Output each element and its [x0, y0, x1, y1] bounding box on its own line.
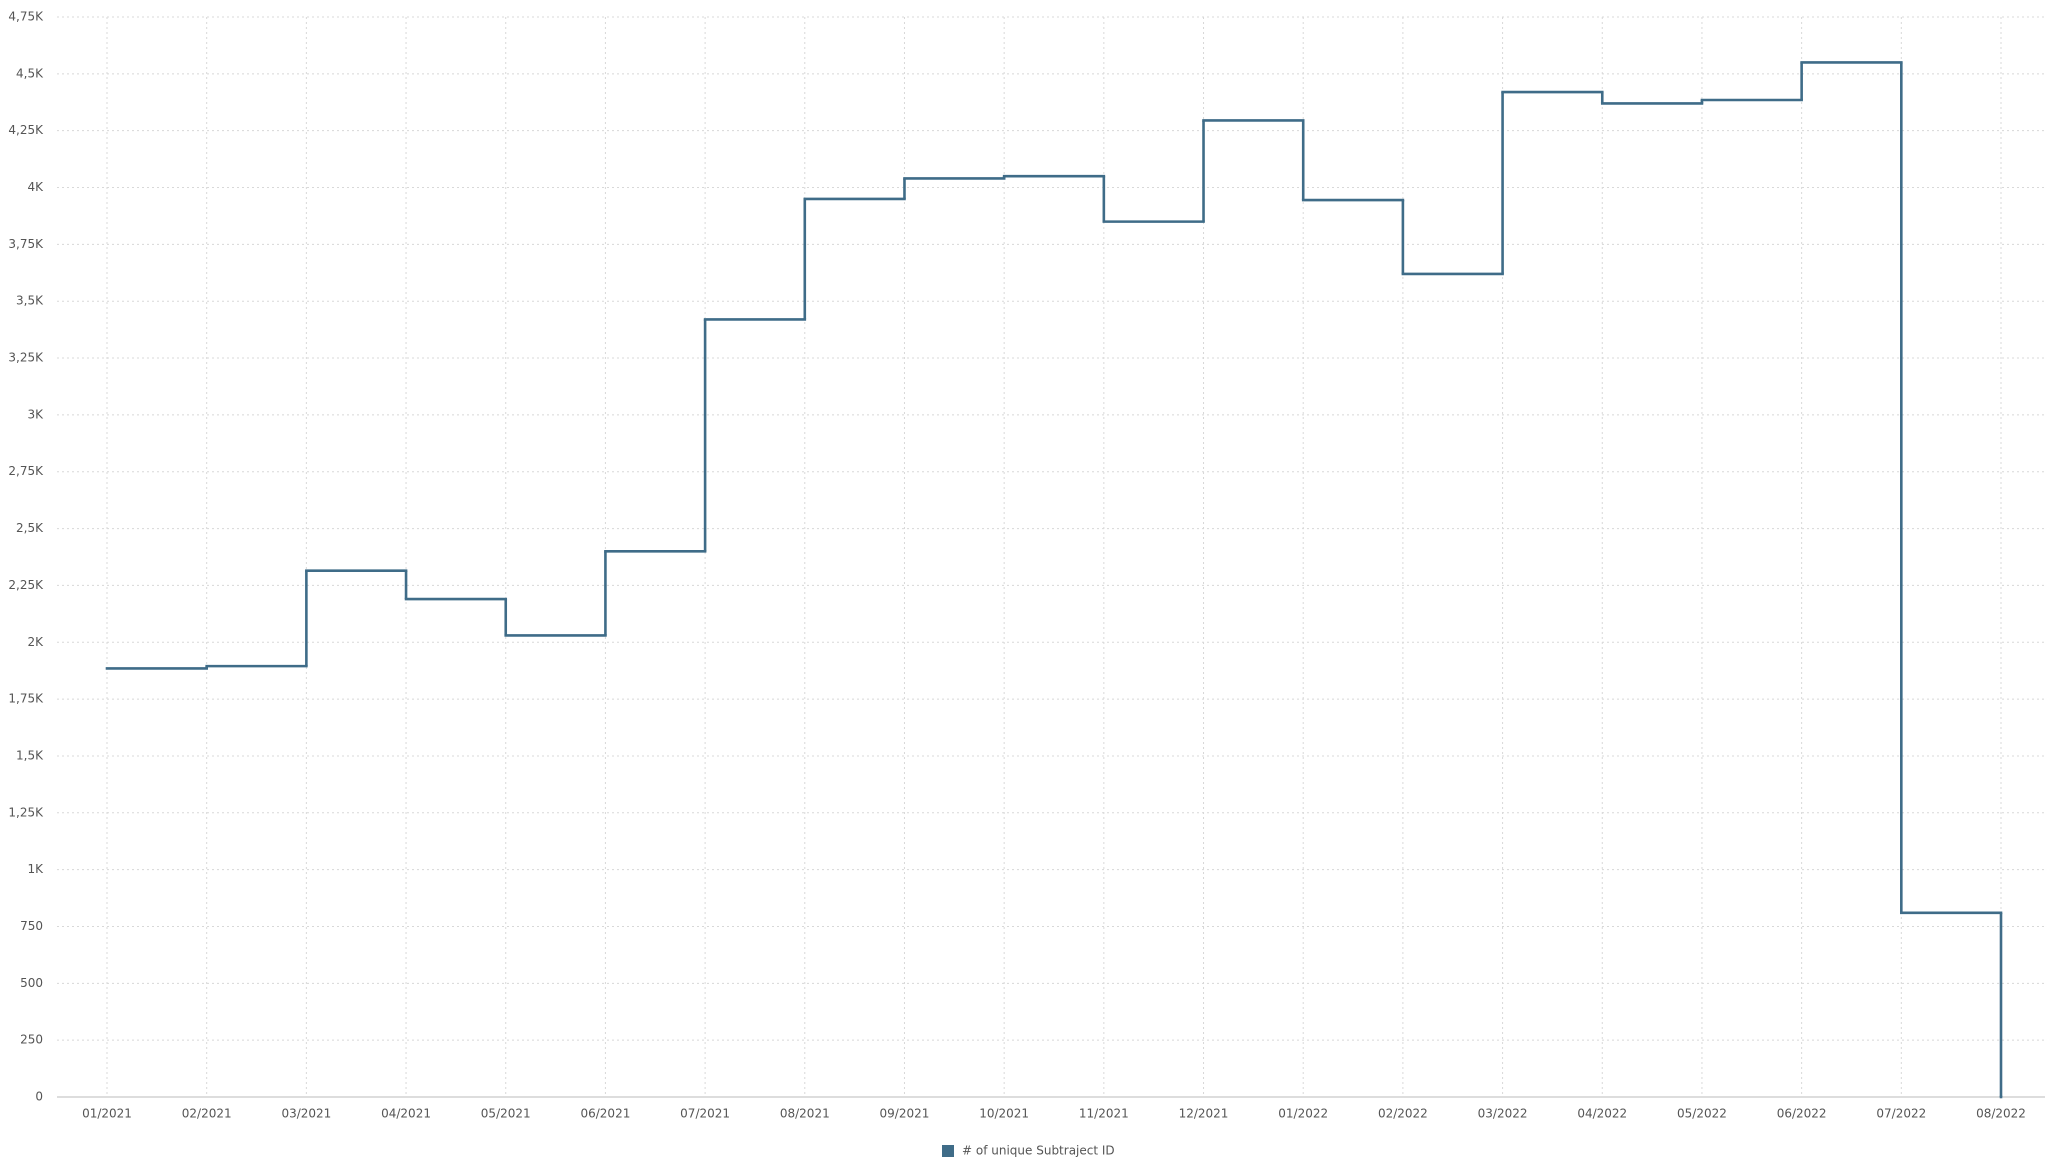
x-tick-label: 10/2021 [979, 1107, 1029, 1121]
y-tick-label: 2K [27, 635, 44, 649]
legend-label: # of unique Subtraject ID [962, 1144, 1115, 1158]
x-tick-label: 03/2021 [281, 1107, 331, 1121]
legend-swatch [942, 1145, 954, 1157]
x-tick-label: 06/2022 [1777, 1107, 1827, 1121]
y-tick-label: 1,5K [16, 748, 44, 762]
x-tick-label: 01/2022 [1278, 1107, 1328, 1121]
x-tick-label: 08/2021 [780, 1107, 830, 1121]
x-tick-label: 09/2021 [880, 1107, 930, 1121]
x-tick-label: 11/2021 [1079, 1107, 1129, 1121]
y-tick-label: 3,75K [8, 237, 44, 251]
y-tick-label: 4,5K [16, 66, 44, 80]
y-tick-label: 4,75K [8, 10, 44, 24]
y-tick-label: 3K [27, 407, 44, 421]
x-tick-label: 06/2021 [580, 1107, 630, 1121]
y-tick-label: 250 [20, 1033, 43, 1047]
x-tick-label: 04/2021 [381, 1107, 431, 1121]
y-tick-label: 750 [20, 919, 43, 933]
y-tick-label: 4K [27, 180, 44, 194]
x-tick-label: 07/2021 [680, 1107, 730, 1121]
x-tick-label: 01/2021 [82, 1107, 132, 1121]
y-tick-label: 3,25K [8, 351, 44, 365]
y-tick-label: 4,25K [8, 123, 44, 137]
y-tick-label: 1K [27, 862, 44, 876]
y-tick-label: 3,5K [16, 294, 44, 308]
x-tick-label: 12/2021 [1179, 1107, 1229, 1121]
y-tick-label: 1,25K [8, 805, 44, 819]
x-tick-label: 05/2021 [481, 1107, 531, 1121]
y-tick-label: 2,25K [8, 578, 44, 592]
x-tick-label: 05/2022 [1677, 1107, 1727, 1121]
y-tick-label: 1,75K [8, 692, 44, 706]
x-tick-label: 02/2021 [182, 1107, 232, 1121]
x-tick-label: 03/2022 [1478, 1107, 1528, 1121]
x-tick-label: 08/2022 [1976, 1107, 2026, 1121]
y-tick-label: 0 [35, 1090, 43, 1104]
x-tick-label: 04/2022 [1577, 1107, 1627, 1121]
x-tick-label: 02/2022 [1378, 1107, 1428, 1121]
x-tick-label: 07/2022 [1876, 1107, 1926, 1121]
y-tick-label: 500 [20, 976, 43, 990]
y-tick-label: 2,75K [8, 464, 44, 478]
y-tick-label: 2,5K [16, 521, 44, 535]
